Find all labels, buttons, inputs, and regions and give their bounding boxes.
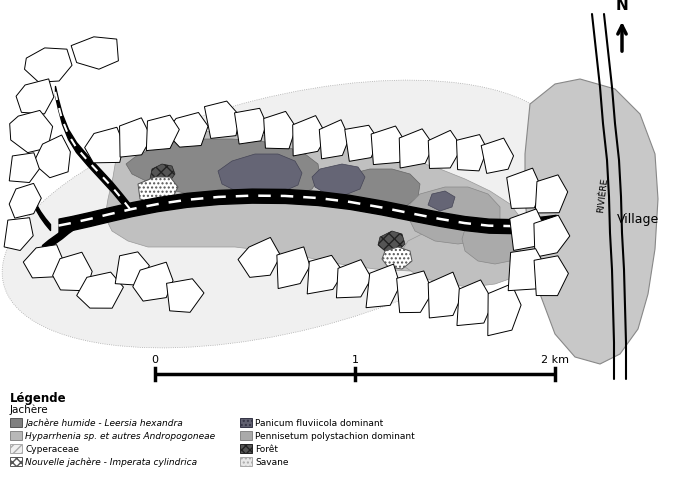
Text: Cyperaceae: Cyperaceae [25,444,79,453]
Bar [10,457,22,466]
Polygon shape [293,116,327,156]
Polygon shape [366,264,400,308]
Polygon shape [462,225,522,264]
Polygon shape [126,140,320,203]
Text: 1: 1 [351,354,359,364]
Polygon shape [399,130,434,168]
Text: Jachère: Jachère [10,404,49,415]
Bar [240,431,252,440]
Polygon shape [105,132,520,271]
Polygon shape [263,112,296,149]
Polygon shape [71,38,119,70]
Polygon shape [507,169,542,209]
Text: N: N [615,0,628,13]
Polygon shape [150,165,175,184]
Text: Village: Village [617,213,659,226]
Polygon shape [77,273,123,309]
Polygon shape [119,119,152,158]
Polygon shape [336,260,372,298]
Polygon shape [25,49,72,83]
Polygon shape [428,192,455,212]
Polygon shape [238,238,281,278]
Polygon shape [133,263,173,301]
Polygon shape [378,231,405,252]
Polygon shape [508,249,547,291]
Bar [240,457,252,466]
Polygon shape [534,216,570,258]
Polygon shape [53,252,92,291]
Polygon shape [84,128,124,164]
Text: Nouvelle jachère - Imperata cylindrica: Nouvelle jachère - Imperata cylindrica [25,457,197,466]
Polygon shape [23,245,63,278]
Polygon shape [456,135,487,171]
Bar [10,431,22,440]
Polygon shape [408,188,500,244]
Polygon shape [481,139,514,174]
Text: Savane: Savane [255,457,289,466]
Polygon shape [146,116,179,151]
Polygon shape [218,155,302,195]
Polygon shape [166,113,208,148]
Polygon shape [488,284,521,336]
Polygon shape [510,209,545,251]
Polygon shape [16,80,54,115]
Text: Jachère humide - Leersia hexandra: Jachère humide - Leersia hexandra [25,418,182,427]
Polygon shape [115,252,150,286]
Polygon shape [534,256,569,296]
Polygon shape [204,102,240,139]
Polygon shape [382,248,412,269]
Polygon shape [33,136,71,179]
Polygon shape [10,111,53,153]
Polygon shape [340,169,420,212]
Polygon shape [138,178,178,204]
Text: RIVIÈRE: RIVIÈRE [596,177,610,213]
Bar [10,418,22,427]
Polygon shape [4,218,33,251]
Ellipse shape [2,81,568,348]
Text: Forêt: Forêt [255,444,278,453]
Bar [10,444,22,453]
Polygon shape [371,127,406,165]
Polygon shape [345,126,379,162]
Polygon shape [535,176,568,214]
Text: Panicum fluviicola dominant: Panicum fluviicola dominant [255,418,383,427]
Polygon shape [9,154,39,183]
Polygon shape [457,280,493,326]
Text: Légende: Légende [10,391,67,404]
Text: Pennisetum polystachion dominant: Pennisetum polystachion dominant [255,431,415,440]
Polygon shape [9,184,41,219]
Polygon shape [428,131,462,169]
Polygon shape [277,247,310,289]
Text: 0: 0 [152,354,158,364]
Polygon shape [319,120,349,159]
Polygon shape [167,279,204,312]
Bar [240,444,252,453]
Polygon shape [235,109,266,144]
Polygon shape [397,271,433,313]
Polygon shape [312,165,365,195]
Polygon shape [428,273,462,318]
Text: Hyparrhenia sp. et autres Andropogoneae: Hyparrhenia sp. et autres Andropogoneae [25,431,215,440]
Text: 2 km: 2 km [541,354,569,364]
Polygon shape [525,80,658,364]
Polygon shape [307,256,344,294]
Polygon shape [400,219,535,288]
Bar [240,418,252,427]
